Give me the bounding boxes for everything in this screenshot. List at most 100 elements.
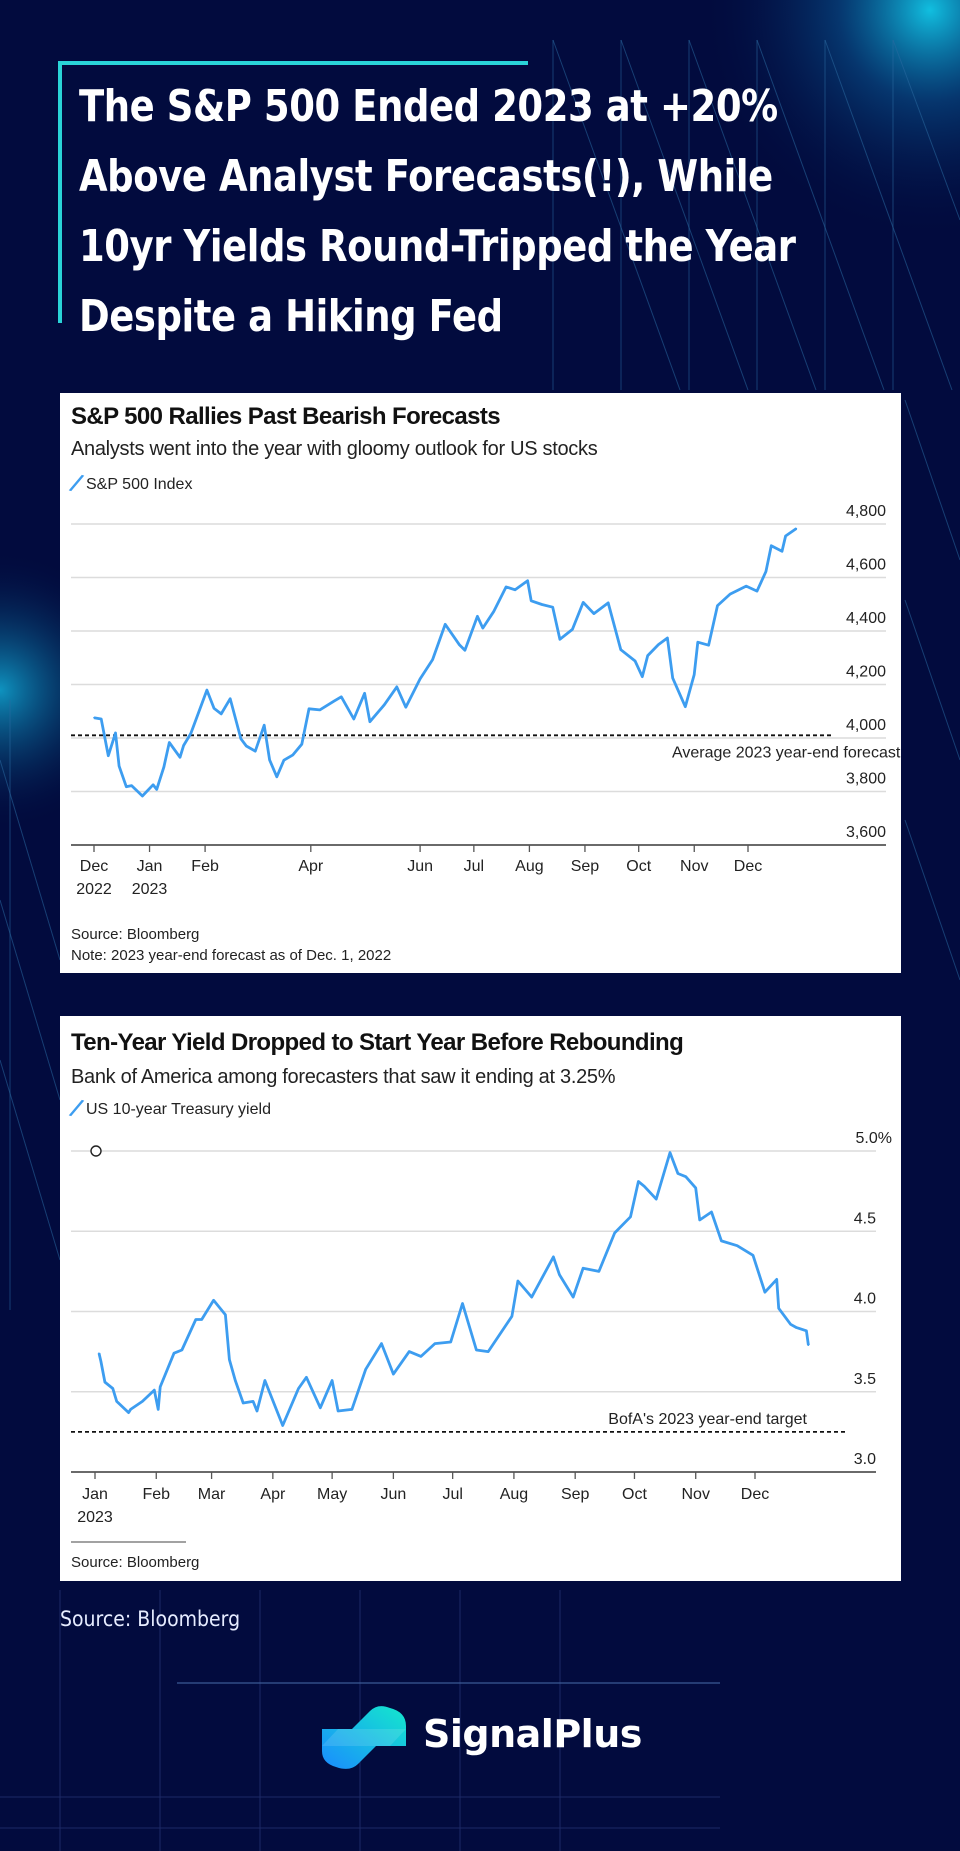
data-point xyxy=(598,1270,600,1273)
headline-line: Despite a Hiking Fed xyxy=(79,291,503,342)
data-point xyxy=(168,741,171,744)
y-tick-label: 4.0 xyxy=(854,1291,876,1308)
data-point xyxy=(671,677,674,679)
data-point xyxy=(220,713,223,715)
data-point xyxy=(669,1151,671,1154)
y-tick-label: 4,200 xyxy=(846,664,886,681)
data-point xyxy=(551,606,554,608)
data-point xyxy=(129,1408,132,1411)
data-point xyxy=(655,1198,657,1200)
legend-label: US 10-year Treasury yield xyxy=(86,1101,271,1118)
data-point xyxy=(736,1244,739,1247)
data-point xyxy=(482,627,484,629)
treasury-yield-chart-card: Ten-Year Yield Dropped to Start Year Bef… xyxy=(60,1016,901,1581)
x-tick-label: Nov xyxy=(681,1486,709,1503)
data-point xyxy=(464,649,466,652)
data-point xyxy=(107,754,110,757)
data-point xyxy=(268,759,271,761)
data-point xyxy=(707,644,710,646)
data-point xyxy=(319,1407,322,1409)
x-tick-label: Oct xyxy=(622,1486,647,1503)
data-point xyxy=(419,678,421,680)
data-point xyxy=(318,709,321,711)
data-point xyxy=(756,590,758,592)
data-point xyxy=(710,1211,713,1213)
data-point xyxy=(252,1400,254,1403)
x-tick-label: Apr xyxy=(298,858,324,875)
data-point xyxy=(212,1299,215,1302)
x-tick-label: Jan xyxy=(82,1486,108,1503)
x-tick-label: Apr xyxy=(260,1486,286,1503)
y-tick-label: 3,800 xyxy=(846,771,886,788)
y-tick-label: 3.0 xyxy=(854,1451,876,1468)
data-point xyxy=(114,732,117,734)
data-point xyxy=(770,544,773,547)
data-point xyxy=(141,795,144,797)
x-tick-label: Aug xyxy=(515,858,543,875)
data-point xyxy=(716,604,719,607)
data-point xyxy=(155,788,158,791)
x-tick-label: Sep xyxy=(561,1486,590,1503)
data-point xyxy=(777,1307,780,1310)
x-tick-label: Aug xyxy=(500,1486,528,1503)
x-tick-label: Nov xyxy=(680,858,708,875)
data-point xyxy=(297,1387,300,1390)
data-point xyxy=(206,689,208,691)
data-point xyxy=(111,1387,114,1390)
chart-legend: S&P 500 Index xyxy=(68,474,192,494)
data-point xyxy=(514,589,516,591)
x-tick-label: Mar xyxy=(198,1486,226,1503)
x-tick-year-label: 2022 xyxy=(76,881,112,898)
data-point xyxy=(619,648,622,651)
y-tick-label: 3.5 xyxy=(854,1371,876,1388)
x-tick-label: Feb xyxy=(191,858,219,875)
data-point xyxy=(240,738,242,740)
data-point xyxy=(572,1296,575,1298)
footer-source: Source: Bloomberg xyxy=(60,1607,241,1631)
data-point xyxy=(408,1350,410,1353)
data-point xyxy=(301,743,303,745)
data-point xyxy=(643,1185,646,1188)
data-point xyxy=(98,1352,100,1355)
sp500-plot: 4,800 4,600 4,400 4,200 4,000 3,800 3,600 Dec 20… xyxy=(71,503,901,898)
treasury-yield-plot: 5.0% 4.5 4.0 3.5 3.0 Jan 2023 Feb Mar Apr May Jun Ju… xyxy=(71,1130,892,1543)
data-point xyxy=(775,1278,778,1281)
sp500-chart-card: S&P 500 Rallies Past Bearish Forecasts A… xyxy=(60,393,901,973)
data-point xyxy=(153,1389,156,1391)
data-point xyxy=(189,732,192,735)
data-point xyxy=(254,750,257,752)
y-tick-label: 4,000 xyxy=(846,717,886,734)
data-point xyxy=(234,1379,237,1382)
data-point xyxy=(434,1342,436,1345)
data-point xyxy=(607,602,610,604)
data-point xyxy=(530,599,532,602)
chart-title: Ten-Year Yield Dropped to Start Year Bef… xyxy=(71,1029,684,1056)
data-point xyxy=(657,643,660,646)
data-point xyxy=(444,623,446,626)
reference-label: BofA's 2023 year-end target xyxy=(608,1411,807,1428)
data-point xyxy=(364,1368,367,1371)
data-point xyxy=(157,1408,160,1411)
y-tick-label: 4,400 xyxy=(846,610,886,627)
data-point xyxy=(693,673,696,676)
data-point xyxy=(530,1296,533,1298)
chart-source: Source: Bloomberg xyxy=(71,926,200,943)
data-point xyxy=(181,1349,183,1351)
signalplus-logo-icon xyxy=(322,1706,406,1769)
chart-legend: US 10-year Treasury yield xyxy=(68,1099,271,1119)
data-series-line xyxy=(93,527,798,798)
data-point xyxy=(634,660,636,662)
data-point xyxy=(789,1323,792,1326)
x-tick-label: Jul xyxy=(442,1486,462,1503)
data-point xyxy=(383,704,386,706)
data-point xyxy=(784,535,787,537)
data-point xyxy=(593,612,595,615)
y-tick-label: 4.5 xyxy=(854,1210,876,1227)
data-point xyxy=(337,1410,339,1412)
data-point xyxy=(152,784,154,786)
x-tick-label: Jan xyxy=(137,858,163,875)
data-point xyxy=(351,1408,353,1411)
data-point xyxy=(340,696,343,698)
chart-source: Source: Bloomberg xyxy=(71,1554,200,1571)
data-point xyxy=(517,1280,519,1282)
